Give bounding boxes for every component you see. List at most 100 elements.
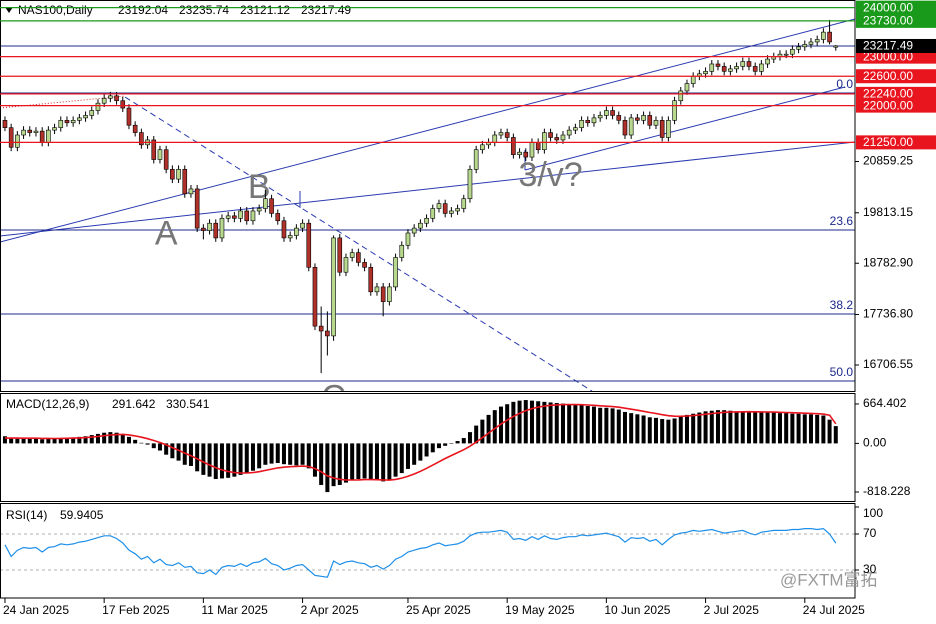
x-tick-label: 11 Mar 2025 (201, 603, 268, 617)
macd-bar (517, 400, 522, 444)
macd-title: MACD(12,26,9) (6, 397, 89, 411)
candle-body (802, 44, 808, 48)
macd-bar (95, 433, 100, 444)
level-box (856, 49, 936, 64)
macd-bar (815, 414, 820, 444)
y-tick-label: 20859.25 (863, 154, 913, 168)
header-value: 23217.49 (301, 3, 351, 17)
macd-bar (77, 436, 82, 444)
candle-body (349, 252, 355, 258)
candle-body (213, 222, 219, 239)
macd-bar (244, 443, 249, 474)
macd-bar (250, 443, 255, 471)
macd-bar (802, 414, 807, 444)
macd-bar (616, 409, 621, 444)
candle-body (610, 110, 615, 116)
macd-bar (288, 443, 293, 465)
candle-body (207, 222, 212, 231)
candle-body (814, 39, 820, 43)
candle-body (579, 120, 584, 128)
level-box (856, 135, 936, 150)
candle-body (703, 71, 708, 75)
candle-body (734, 66, 739, 70)
macd-bar (666, 419, 671, 444)
level-box (856, 86, 936, 101)
macd-bar (257, 443, 262, 469)
macd-bar (356, 443, 361, 480)
candle-body (684, 83, 690, 92)
y-tick-label: 664.402 (863, 396, 907, 410)
level-box (856, 0, 936, 15)
macd-bar (108, 432, 113, 444)
candle-body (238, 210, 243, 219)
candle-body (337, 237, 343, 273)
candle-body (188, 188, 194, 195)
macd-bar (492, 410, 497, 444)
macd-bar (281, 443, 286, 465)
macd-bar (771, 412, 776, 444)
macd-bar (157, 443, 162, 451)
candle-body (126, 107, 132, 126)
macd-bar (765, 412, 770, 444)
candle-body (263, 198, 268, 209)
macd-bar (653, 417, 658, 444)
macd-bar (746, 411, 751, 444)
candle-body (678, 90, 684, 102)
macd-bar (195, 443, 200, 472)
candle-body (715, 63, 721, 67)
trendline (524, 86, 846, 171)
price-box (856, 38, 936, 53)
candle-body (498, 132, 504, 136)
candle-body (790, 48, 795, 55)
macd-bar (300, 443, 305, 465)
macd-bar (647, 417, 652, 444)
x-tick-label: 25 Apr 2025 (406, 603, 471, 617)
macd-bar (52, 438, 57, 444)
macd-bar (312, 443, 317, 477)
candle-body (473, 149, 479, 170)
candle-body (151, 139, 157, 160)
macd-bar (399, 443, 404, 474)
macd-bar (424, 443, 429, 457)
trendline (0, 141, 855, 237)
macd-bar (170, 443, 175, 459)
x-tick-label: 10 Jun 2025 (604, 603, 670, 617)
macd-bar (226, 443, 231, 478)
macd-bar (83, 436, 88, 444)
y-tick-label: 0.00 (863, 436, 887, 450)
candle-body (430, 208, 436, 219)
candle-body (170, 169, 175, 180)
menu-arrow[interactable] (5, 7, 13, 13)
macd-bar (21, 438, 26, 444)
candle-body (535, 142, 541, 151)
candle-body (58, 120, 64, 128)
candle-body (672, 100, 677, 121)
candle-body (157, 149, 163, 160)
macd-bar (604, 407, 609, 444)
macd-bar (573, 404, 578, 444)
candle-body (709, 63, 715, 72)
macd-bar (728, 410, 733, 444)
candle-body (442, 203, 448, 214)
candle-body (312, 267, 318, 327)
macd-bar (176, 443, 181, 461)
candle-body (566, 129, 572, 136)
macd-bar (542, 401, 547, 444)
macd-bar (306, 443, 311, 469)
trendline (124, 96, 593, 391)
macd-bar (529, 400, 534, 444)
header-value: 23121.12 (240, 3, 290, 17)
candle-body (833, 45, 839, 48)
macd-bar (821, 415, 826, 444)
candle-body (64, 120, 70, 124)
macd-bar (133, 439, 138, 444)
candle-body (449, 210, 454, 214)
macd-bar (523, 400, 528, 444)
candle-body (523, 151, 529, 158)
watermark: @FXTM富拓 (780, 570, 878, 589)
macd-bar (560, 403, 565, 444)
macd-bar (622, 411, 627, 444)
macd-bar (684, 414, 689, 444)
candle-body (653, 120, 659, 126)
macd-bar (2, 436, 7, 444)
